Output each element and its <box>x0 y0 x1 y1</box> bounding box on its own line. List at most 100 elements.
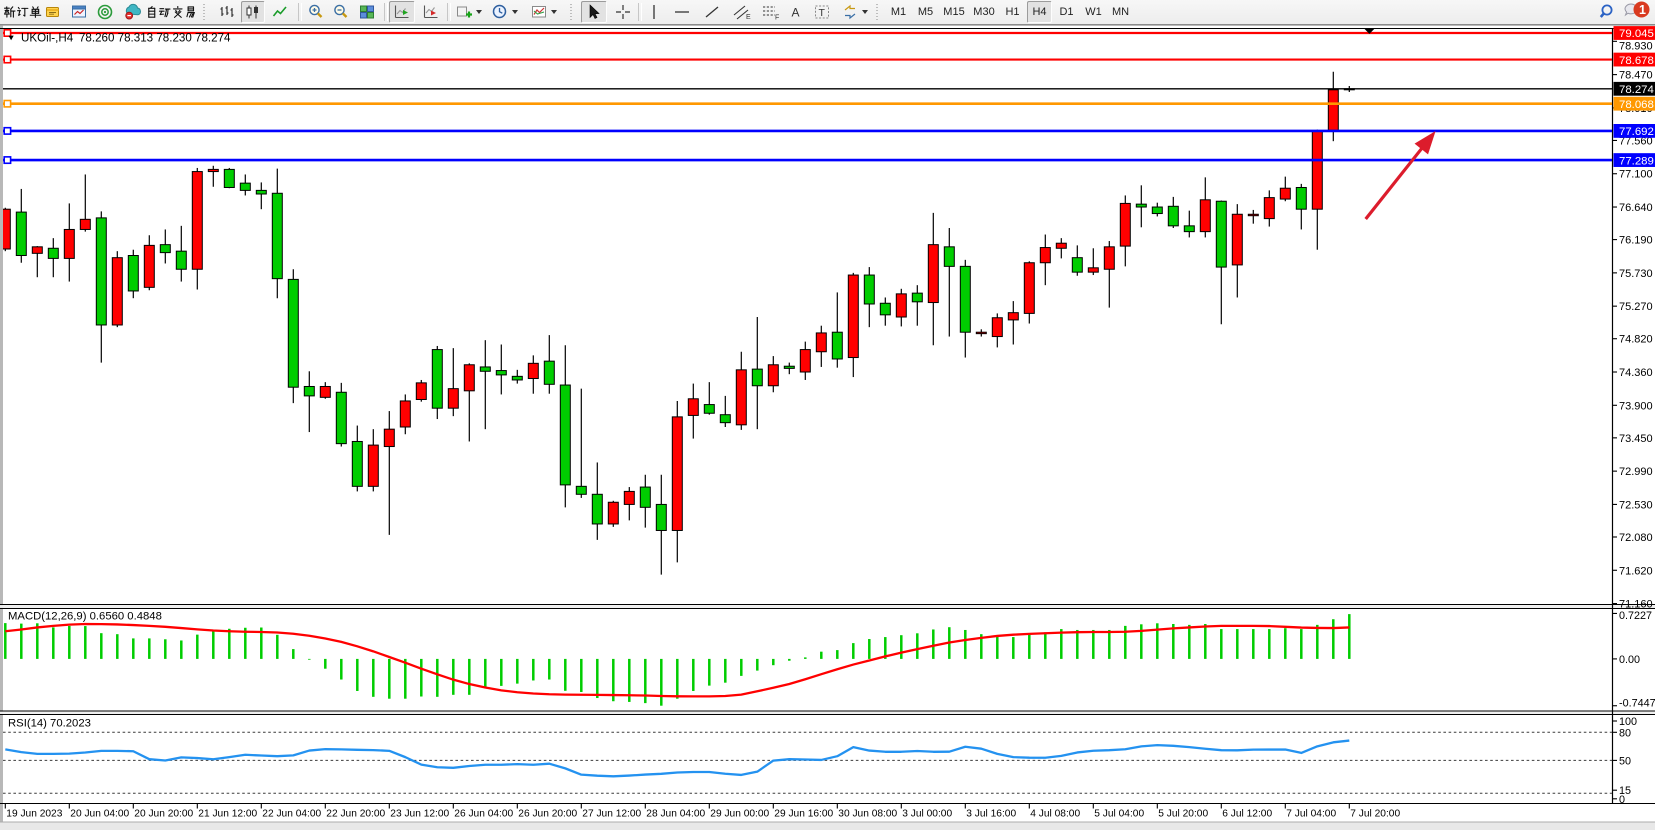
timeframe-m30[interactable]: M30 <box>970 1 998 23</box>
text-label-button[interactable]: T <box>810 1 834 23</box>
trendline-icon <box>705 6 719 18</box>
templates-button[interactable] <box>527 1 559 23</box>
add-indicator-button[interactable] <box>453 1 483 23</box>
signals-icon[interactable] <box>94 1 116 23</box>
trend-arrow-head[interactable] <box>1414 131 1436 155</box>
candle-bear <box>127 249 139 299</box>
pane-splitter-macd[interactable] <box>0 605 1655 608</box>
candle-body <box>191 171 203 270</box>
hline-77.289[interactable] <box>3 156 1612 165</box>
candle-body <box>479 366 491 372</box>
line-chart-button[interactable] <box>269 1 291 23</box>
hline-78.678[interactable] <box>3 55 1612 64</box>
text-button[interactable]: A <box>786 1 806 23</box>
vertical-line-button[interactable] <box>643 1 665 23</box>
macd-pane <box>4 614 1351 706</box>
candle-bear <box>223 167 235 189</box>
equidistant-channel-button[interactable]: E <box>729 1 755 23</box>
hline-anchor[interactable] <box>3 28 12 37</box>
timeframe-m1[interactable]: M1 <box>886 1 911 23</box>
candle-body <box>1183 225 1195 233</box>
timeframe-mn[interactable]: MN <box>1108 1 1133 23</box>
price-scale[interactable]: 78.93078.47078.01077.56077.10076.64076.1… <box>1613 26 1655 806</box>
zoom-out-button[interactable] <box>330 1 352 23</box>
pane-splitter-rsi[interactable] <box>0 711 1655 714</box>
candle-body <box>1279 187 1291 200</box>
toolbar-separator <box>447 3 451 21</box>
macd-histogram-bar <box>1268 629 1271 659</box>
price-tick-label: 75.730 <box>1619 268 1653 280</box>
add-indicator-caret[interactable] <box>475 10 482 14</box>
macd-tick-label: 0.7227 <box>1619 610 1652 622</box>
tile-windows-icon <box>360 5 374 19</box>
time-scale[interactable]: 19 Jun 2023 20 Jun 04:00 20 Jun 20:00 21 Ju… <box>4 803 1400 820</box>
candle-body <box>1119 202 1131 247</box>
timeframe-h4[interactable]: H4 <box>1027 1 1052 23</box>
price-box-label: 78.678 <box>1619 55 1654 67</box>
hline-77.692[interactable] <box>3 126 1612 135</box>
trendline-button[interactable] <box>701 1 723 23</box>
candle-bear <box>255 182 267 210</box>
hline-anchor[interactable] <box>3 126 12 135</box>
macd-histogram-bar <box>52 627 55 659</box>
timeframe-d1[interactable]: D1 <box>1054 1 1079 23</box>
time-tick-label: 20 Jun 04:00 <box>70 809 129 820</box>
macd-histogram-bar <box>388 658 391 699</box>
candle-body <box>287 278 299 388</box>
search-button[interactable] <box>1596 1 1620 23</box>
macd-histogram-bar <box>132 638 135 659</box>
cursor-button[interactable] <box>581 1 607 23</box>
candle-bear <box>703 382 715 415</box>
auto-scroll-button[interactable] <box>389 1 415 23</box>
crosshair-button[interactable] <box>611 1 635 23</box>
price-tick-label: 72.080 <box>1619 532 1653 544</box>
last-bar-marker[interactable] <box>1364 29 1375 34</box>
price-tick-label: 75.270 <box>1619 301 1653 313</box>
chart-shift-button[interactable] <box>419 1 443 23</box>
hline-79.045[interactable] <box>3 28 1612 37</box>
time-tick-label: 7 Jul 20:00 <box>1350 809 1400 820</box>
candlestick-chart-button[interactable] <box>241 1 265 23</box>
zoom-in-button[interactable] <box>305 1 327 23</box>
timeframe-m15[interactable]: M15 <box>940 1 968 23</box>
periods-button[interactable] <box>489 1 519 23</box>
new-order-icon[interactable] <box>42 1 64 23</box>
hline-78.068[interactable] <box>3 99 1612 108</box>
chart-title: UKOil-,H4 78.260 78.313 78.230 78.274 <box>8 32 231 45</box>
symbol-dropdown-icon[interactable] <box>8 35 14 41</box>
candle-body <box>431 349 443 409</box>
autotrading-icon[interactable] <box>122 1 144 23</box>
timeframe-h1-label: H1 <box>1005 6 1020 18</box>
hline-anchor[interactable] <box>3 156 12 165</box>
timeframe-m5[interactable]: M5 <box>913 1 938 23</box>
hline-anchor[interactable] <box>3 99 12 108</box>
timeframe-h1[interactable]: H1 <box>1000 1 1025 23</box>
candle-bull <box>1007 301 1019 345</box>
candle-body <box>223 168 235 188</box>
bar-chart-button[interactable] <box>216 1 238 23</box>
horizontal-line-button[interactable] <box>671 1 693 23</box>
price-tick-label: 73.900 <box>1619 400 1653 412</box>
new-order-button[interactable] <box>2 1 45 23</box>
arrows-button[interactable] <box>838 1 870 23</box>
notifications-button[interactable]: 1 <box>1621 1 1653 23</box>
macd-histogram-bar <box>468 658 471 695</box>
candle-body <box>799 349 811 373</box>
templates-caret[interactable] <box>550 10 557 14</box>
trend-arrow[interactable] <box>1364 131 1436 220</box>
chart-window-icon[interactable] <box>68 1 90 23</box>
trend-arrow-shaft[interactable] <box>1364 143 1427 220</box>
timeframe-w1[interactable]: W1 <box>1081 1 1106 23</box>
time-tick-label: 29 Jun 16:00 <box>774 809 833 820</box>
time-tick-label: 23 Jun 12:00 <box>390 809 449 820</box>
toolbar-grip <box>876 4 880 20</box>
hline-anchor[interactable] <box>3 55 12 64</box>
candle-body <box>255 189 267 195</box>
candle-bull <box>447 348 459 417</box>
candle-body <box>1007 312 1019 321</box>
tile-windows-button[interactable] <box>355 1 379 23</box>
periods-caret[interactable] <box>511 10 518 14</box>
arrows-caret[interactable] <box>861 10 868 14</box>
macd-histogram-bar <box>916 633 919 659</box>
fibonacci-button[interactable]: F <box>758 1 784 23</box>
